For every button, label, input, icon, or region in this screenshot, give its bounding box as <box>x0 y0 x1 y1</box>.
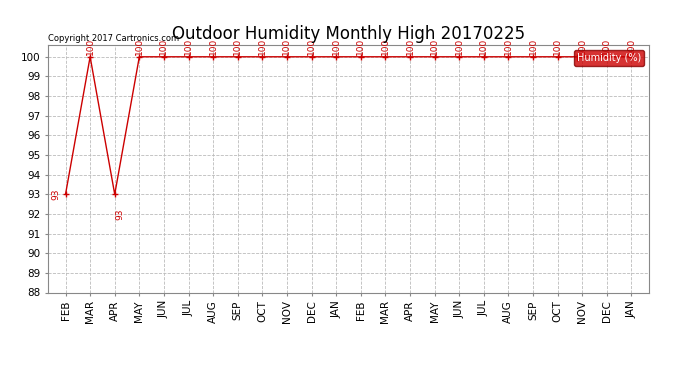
Text: 100: 100 <box>258 38 267 56</box>
Text: 100: 100 <box>307 38 316 56</box>
Text: 100: 100 <box>578 38 586 56</box>
Text: 100: 100 <box>627 38 636 56</box>
Text: Copyright 2017 Cartronics.com: Copyright 2017 Cartronics.com <box>48 33 179 42</box>
Text: 100: 100 <box>282 38 291 56</box>
Text: 100: 100 <box>602 38 611 56</box>
Text: 100: 100 <box>233 38 242 56</box>
Text: 93: 93 <box>116 208 125 220</box>
Text: 100: 100 <box>332 38 341 56</box>
Text: 100: 100 <box>430 38 439 56</box>
Text: 100: 100 <box>86 38 95 56</box>
Text: 100: 100 <box>455 38 464 56</box>
Text: 100: 100 <box>208 38 217 56</box>
Text: 100: 100 <box>406 38 415 56</box>
Text: 100: 100 <box>135 38 144 56</box>
Text: 100: 100 <box>356 38 365 56</box>
Text: 93: 93 <box>51 189 60 200</box>
Text: 100: 100 <box>529 38 538 56</box>
Text: 100: 100 <box>480 38 489 56</box>
Text: 100: 100 <box>184 38 193 56</box>
Text: 100: 100 <box>553 38 562 56</box>
Text: 100: 100 <box>159 38 168 56</box>
Text: 100: 100 <box>504 38 513 56</box>
Text: 100: 100 <box>381 38 390 56</box>
Legend: Humidity (%): Humidity (%) <box>573 50 644 66</box>
Title: Outdoor Humidity Monthly High 20170225: Outdoor Humidity Monthly High 20170225 <box>172 26 525 44</box>
